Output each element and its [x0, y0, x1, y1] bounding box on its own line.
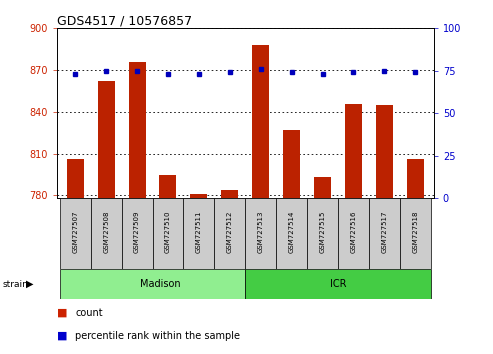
- Text: ■: ■: [57, 308, 67, 318]
- Text: GSM727513: GSM727513: [258, 211, 264, 253]
- Bar: [338, 198, 369, 269]
- Text: GSM727509: GSM727509: [134, 211, 140, 253]
- Bar: [307, 198, 338, 269]
- Text: GSM727512: GSM727512: [227, 211, 233, 253]
- Text: Madison: Madison: [140, 279, 180, 289]
- Bar: [91, 198, 122, 269]
- Text: percentile rank within the sample: percentile rank within the sample: [75, 331, 241, 341]
- Bar: [98, 81, 115, 198]
- Text: GSM727510: GSM727510: [165, 211, 171, 253]
- Bar: [129, 62, 145, 198]
- Text: strain: strain: [2, 280, 28, 289]
- Text: GSM727518: GSM727518: [412, 211, 418, 253]
- Text: ■: ■: [57, 331, 67, 341]
- Bar: [407, 159, 424, 198]
- Text: GSM727511: GSM727511: [196, 211, 202, 253]
- Text: GSM727514: GSM727514: [288, 211, 295, 253]
- Text: count: count: [75, 308, 103, 318]
- Bar: [252, 45, 269, 198]
- Bar: [214, 198, 245, 269]
- Bar: [67, 159, 84, 198]
- Bar: [276, 198, 307, 269]
- Text: GSM727507: GSM727507: [72, 211, 78, 253]
- Bar: [283, 130, 300, 198]
- Bar: [60, 269, 246, 299]
- Bar: [369, 198, 400, 269]
- Text: ▶: ▶: [26, 279, 33, 289]
- Text: GSM727517: GSM727517: [382, 211, 387, 253]
- Text: GSM727515: GSM727515: [319, 211, 325, 253]
- Text: ICR: ICR: [330, 279, 346, 289]
- Bar: [314, 177, 331, 198]
- Text: GSM727508: GSM727508: [103, 211, 109, 253]
- Text: GSM727516: GSM727516: [351, 211, 356, 253]
- Bar: [400, 198, 431, 269]
- Bar: [376, 105, 393, 198]
- Bar: [345, 103, 362, 198]
- Text: GDS4517 / 10576857: GDS4517 / 10576857: [57, 14, 192, 27]
- Bar: [159, 175, 176, 198]
- Bar: [152, 198, 183, 269]
- Bar: [183, 198, 214, 269]
- Bar: [122, 198, 152, 269]
- Bar: [190, 194, 208, 198]
- Bar: [245, 198, 276, 269]
- Bar: [245, 269, 431, 299]
- Bar: [60, 198, 91, 269]
- Bar: [221, 190, 238, 198]
